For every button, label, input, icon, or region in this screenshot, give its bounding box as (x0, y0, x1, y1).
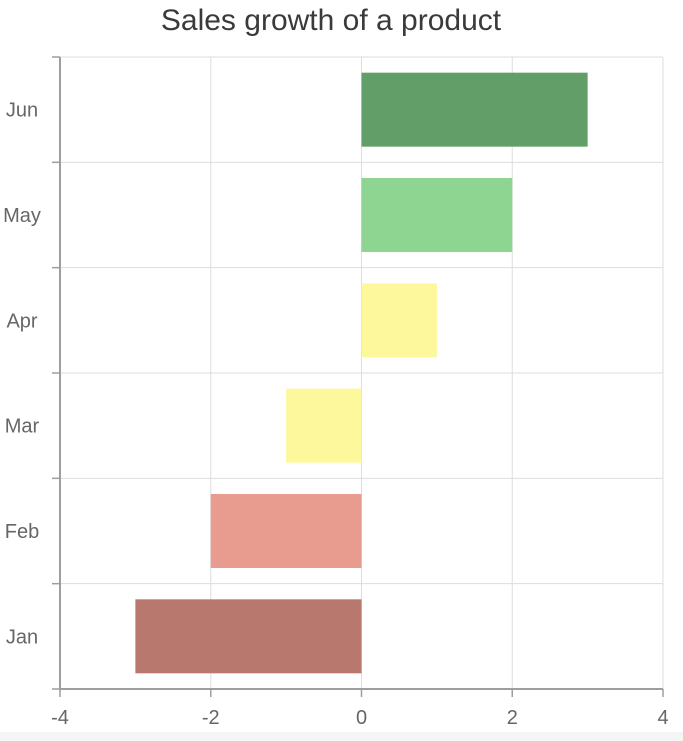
bar-may (361, 178, 513, 252)
bar-apr (361, 283, 437, 358)
x-tick-label: -2 (202, 707, 220, 729)
bottom-band (0, 732, 683, 741)
y-tick-label: Jun (6, 100, 38, 122)
y-tick-label: Feb (5, 521, 39, 543)
bars-layer (135, 72, 588, 674)
axis-layer (52, 56, 664, 697)
bar-jan (135, 599, 362, 674)
y-tick-label: May (3, 205, 41, 227)
bar-jun (361, 72, 588, 147)
x-tick-label: 0 (356, 707, 367, 729)
chart-title: Sales growth of a product (161, 4, 502, 37)
grid-layer (60, 56, 664, 689)
bar-feb (210, 494, 362, 568)
x-tick-label: 2 (507, 707, 518, 729)
x-tick-label: 4 (657, 707, 668, 729)
y-tick-label: Mar (5, 416, 40, 438)
x-tick-label: -4 (51, 707, 69, 729)
y-tick-label: Jan (6, 626, 38, 648)
labels-layer: Jan Feb Mar Apr May Jun -4 -2 0 2 4 (3, 100, 668, 729)
bar-mar (286, 388, 362, 463)
y-tick-label: Apr (6, 310, 37, 332)
